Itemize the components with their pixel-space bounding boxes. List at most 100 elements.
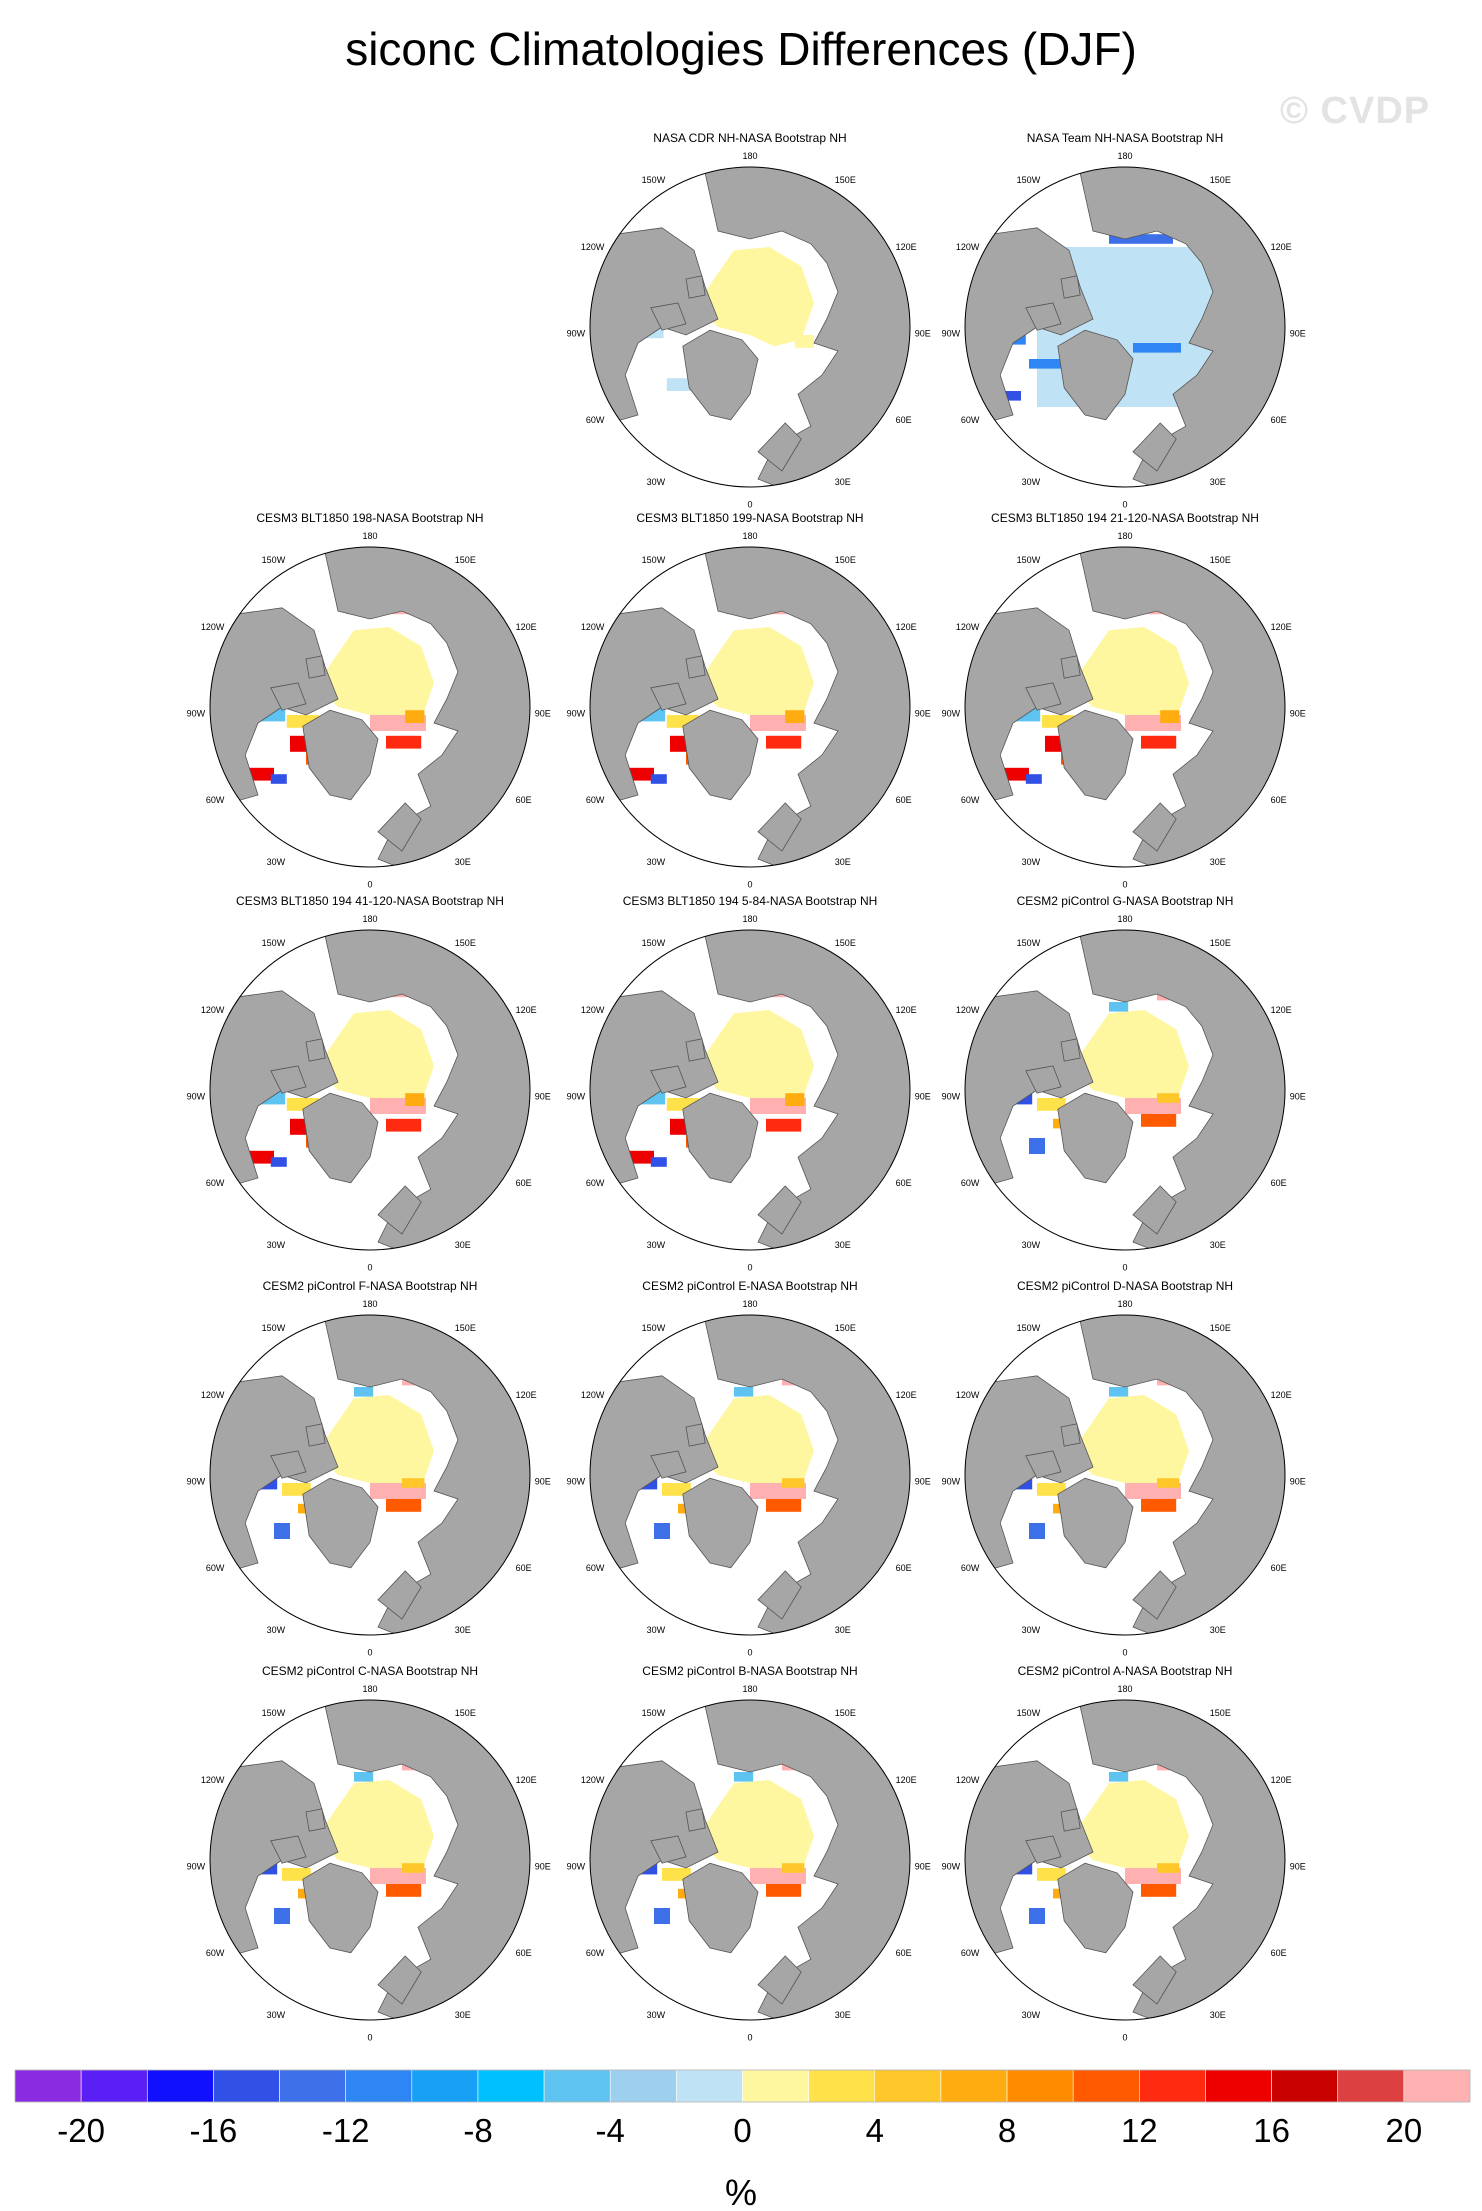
land-mass [1025, 1835, 1062, 1864]
anomaly-patch [1160, 710, 1180, 723]
longitude-label: 30E [1210, 857, 1226, 867]
longitude-label: 180 [742, 1299, 757, 1309]
longitude-label: 90W [567, 1476, 586, 1486]
anomaly-patch [386, 1499, 422, 1512]
sea-ice-region [1077, 1395, 1189, 1495]
anomaly-patch [386, 1118, 422, 1132]
land-mass [1025, 1065, 1062, 1094]
longitude-label: 60E [896, 415, 912, 425]
longitude-label: 120W [581, 242, 605, 252]
land-mass [685, 655, 706, 679]
land-mass [270, 1450, 307, 1479]
sea-ice-region [1077, 1780, 1189, 1880]
longitude-label: 150W [1017, 938, 1041, 948]
longitude-label: 30W [267, 857, 286, 867]
sea-ice-region [702, 627, 814, 727]
land-mass [1076, 547, 1285, 867]
land-mass [1057, 709, 1134, 801]
land-mass [701, 1315, 910, 1635]
land-mass [757, 1185, 802, 1235]
longitude-label: 150E [835, 175, 856, 185]
land-mass [377, 1185, 422, 1235]
longitude-label: 90W [942, 328, 961, 338]
land-mass [305, 1808, 326, 1832]
land-mass [302, 1092, 379, 1184]
anomaly-patch [782, 1478, 805, 1488]
anomaly-patch [654, 1908, 670, 1924]
land-mass [321, 547, 530, 867]
longitude-label: 60W [206, 795, 225, 805]
longitude-label: 0 [1122, 1648, 1127, 1658]
longitude-label: 60E [1271, 1563, 1287, 1573]
longitude-label: 30W [1022, 857, 1041, 867]
land-mass [1060, 1808, 1081, 1832]
longitude-label: 90E [915, 1091, 931, 1101]
longitude-label: 180 [362, 531, 377, 541]
land-mass [965, 1760, 1094, 1965]
land-mass [650, 1450, 687, 1479]
anomaly-patch [1029, 1908, 1045, 1924]
land-mass [302, 1477, 379, 1569]
land-mass [701, 547, 910, 867]
anomaly-patch [766, 1884, 802, 1897]
anomaly-patch [386, 735, 422, 749]
land-mass [321, 1315, 530, 1635]
longitude-label: 30E [835, 2010, 851, 2020]
land-mass [590, 990, 719, 1195]
longitude-label: 180 [362, 1684, 377, 1694]
land-mass [305, 655, 326, 679]
panel-title: CESM2 piControl D-NASA Bootstrap NH [1017, 1279, 1233, 1293]
land-mass [685, 1808, 706, 1832]
land-mass [682, 709, 759, 801]
anomaly-patch [354, 1387, 374, 1397]
land-mass [321, 930, 530, 1250]
longitude-label: 30W [1022, 477, 1041, 487]
land-mass [1057, 1862, 1134, 1954]
land-mass [590, 1375, 719, 1580]
map-panel: CESM2 piControl E-NASA Bootstrap NH 180 0 1… [567, 1279, 931, 1658]
longitude-label: 0 [747, 1263, 752, 1273]
land-mass [302, 709, 379, 801]
anomaly-patch [274, 1523, 290, 1539]
longitude-label: 90W [187, 1861, 206, 1871]
longitude-label: 60E [516, 1563, 532, 1573]
longitude-label: 150W [642, 1323, 666, 1333]
anomaly-patch [766, 1499, 802, 1512]
land-mass [757, 802, 802, 852]
land-mass [701, 167, 910, 487]
land-mass [650, 682, 687, 711]
anomaly-patch [1141, 1114, 1177, 1127]
land-mass [701, 1700, 910, 2020]
anomaly-patch [1109, 234, 1173, 244]
longitude-label: 120E [896, 1775, 917, 1785]
longitude-label: 30E [835, 857, 851, 867]
longitude-label: 60W [586, 415, 605, 425]
land-mass [757, 1955, 802, 2005]
longitude-label: 30W [267, 1240, 286, 1250]
map-border [964, 1699, 1286, 2021]
longitude-label: 90W [567, 708, 586, 718]
longitude-label: 150E [455, 1323, 476, 1333]
sea-ice-region [702, 1010, 814, 1110]
anomaly-patch [1141, 1499, 1177, 1512]
map-panel: CESM3 BLT1850 198-NASA Bootstrap NH 180 0 1… [187, 511, 551, 890]
longitude-label: 90E [915, 708, 931, 718]
longitude-label: 180 [362, 914, 377, 924]
panel-title: CESM2 piControl F-NASA Bootstrap NH [263, 1279, 478, 1293]
longitude-label: 120W [956, 622, 980, 632]
longitude-label: 60E [896, 1563, 912, 1573]
longitude-label: 180 [742, 1684, 757, 1694]
longitude-label: 0 [367, 1263, 372, 1273]
longitude-label: 120E [896, 242, 917, 252]
longitude-label: 30E [835, 477, 851, 487]
longitude-label: 120E [516, 1775, 537, 1785]
land-mass [377, 1955, 422, 2005]
longitude-label: 150E [455, 555, 476, 565]
longitude-label: 30W [647, 2010, 666, 2020]
longitude-label: 30W [647, 477, 666, 487]
anomaly-patch [1133, 343, 1181, 353]
longitude-label: 150W [642, 555, 666, 565]
panel-title: CESM2 piControl A-NASA Bootstrap NH [1018, 1664, 1233, 1678]
longitude-label: 30W [647, 857, 666, 867]
